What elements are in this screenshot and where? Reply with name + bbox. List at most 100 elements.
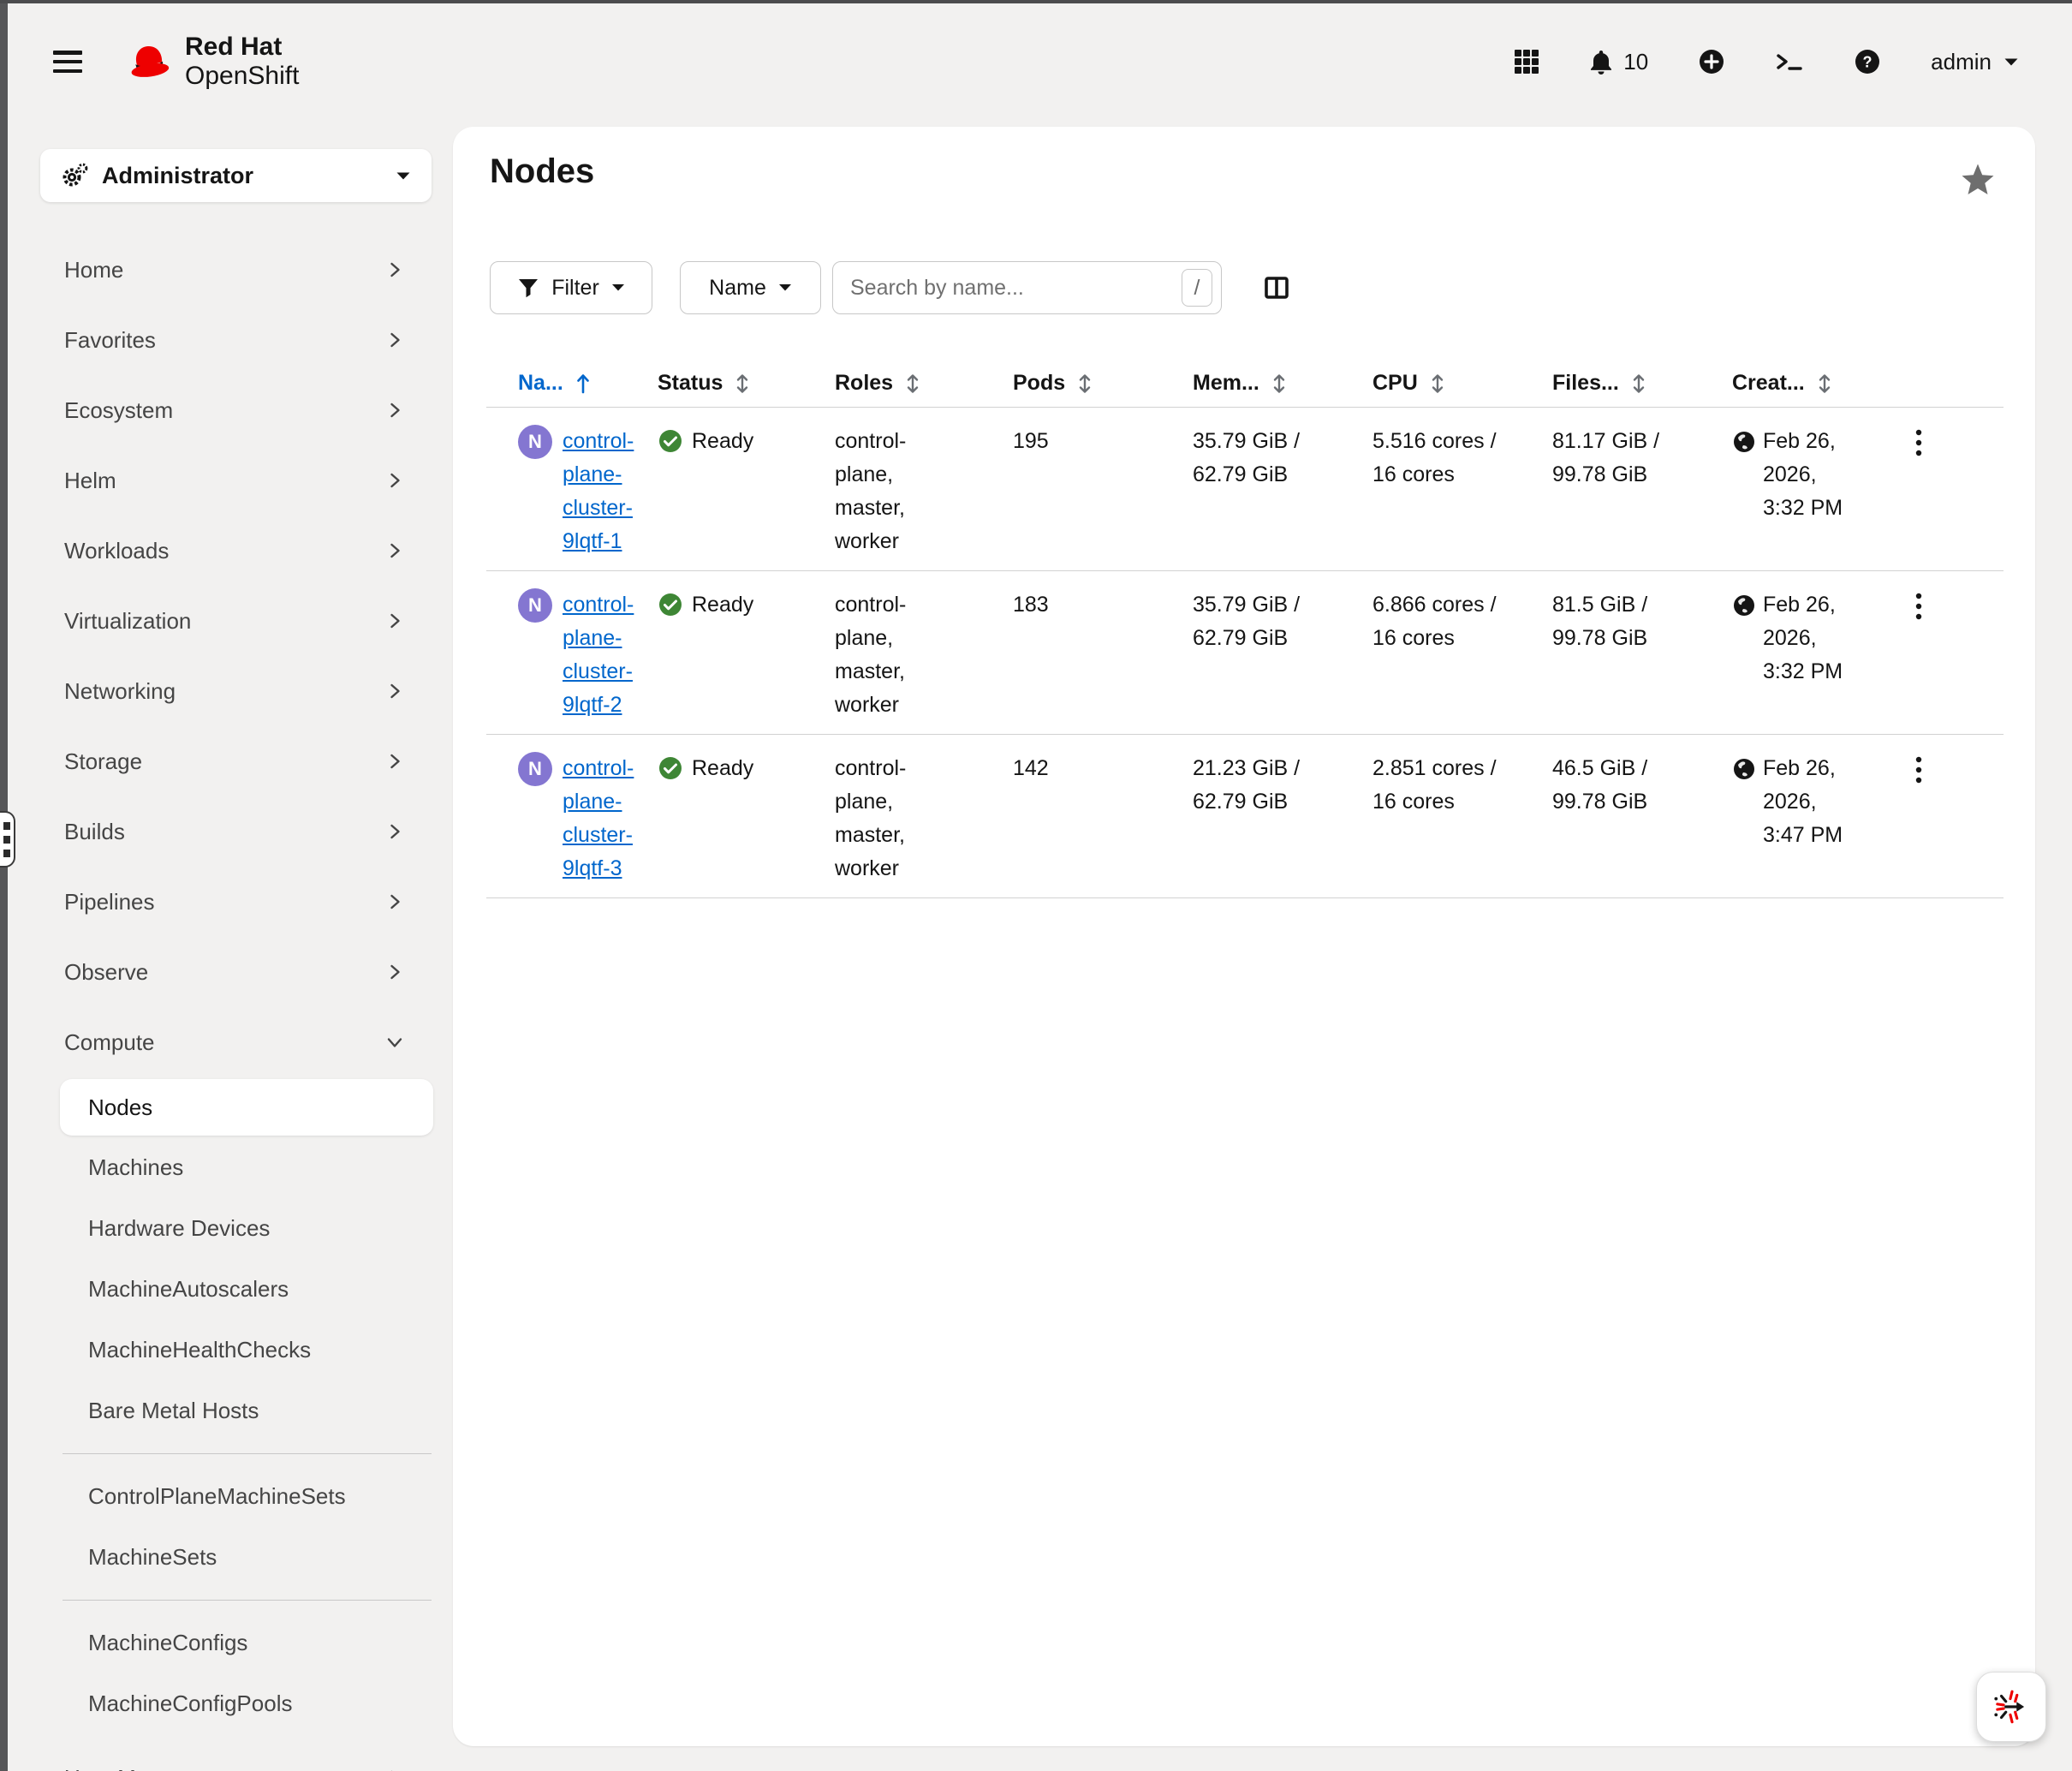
column-header-created[interactable]: Creat... xyxy=(1732,371,1899,396)
chevron-right-icon xyxy=(385,822,404,841)
column-header-name[interactable]: Na... xyxy=(486,371,658,396)
perspective-switcher[interactable]: Administrator xyxy=(40,149,432,202)
sort-icon xyxy=(1271,373,1287,395)
search-shortcut-badge: / xyxy=(1182,269,1212,307)
status-cell: Ready xyxy=(658,425,835,458)
column-header-cpu[interactable]: CPU xyxy=(1372,371,1552,396)
created-text: Feb 26, 2026, 3:32 PM xyxy=(1763,593,1843,683)
sidebar-item-controlplanemachinesets[interactable]: ControlPlaneMachineSets xyxy=(8,1466,449,1527)
column-label: Status xyxy=(658,371,723,395)
nav-label: Virtualization xyxy=(64,607,192,634)
filesystem-cell: 46.5 GiB / 99.78 GiB xyxy=(1552,756,1648,814)
filter-dropdown[interactable]: Filter xyxy=(490,261,652,314)
status-text: Ready xyxy=(692,593,754,617)
app-launcher-button[interactable] xyxy=(1514,49,1539,75)
sidebar-item-observe[interactable]: Observe xyxy=(8,937,449,1007)
column-label: Na... xyxy=(518,371,563,395)
sidebar-item-machinehealthchecks[interactable]: MachineHealthChecks xyxy=(8,1320,449,1380)
column-header-memory[interactable]: Mem... xyxy=(1193,371,1372,396)
sidebar-item-user-management[interactable]: User Management xyxy=(8,1743,449,1771)
filesystem-cell: 81.5 GiB / 99.78 GiB xyxy=(1552,593,1648,650)
sidebar-item-bare-metal-hosts[interactable]: Bare Metal Hosts xyxy=(8,1380,449,1441)
lightspeed-assistant-button[interactable] xyxy=(1976,1672,2046,1742)
node-link[interactable]: control-plane-cluster-9lqtf-3 xyxy=(563,756,634,880)
sidebar-item-builds[interactable]: Builds xyxy=(8,796,449,867)
pods-cell: 195 xyxy=(1013,429,1049,453)
table-row: N control-plane-cluster-9lqtf-3 Ready co… xyxy=(486,735,2004,898)
favorite-star-button[interactable] xyxy=(1960,163,1996,197)
column-header-filesystem[interactable]: Files... xyxy=(1552,371,1732,396)
row-actions-kebab[interactable] xyxy=(1899,752,1923,784)
sidebar-item-virtualization[interactable]: Virtualization xyxy=(8,586,449,656)
web-terminal-button[interactable] xyxy=(1775,49,1804,75)
help-button[interactable]: ? xyxy=(1854,48,1881,75)
status-text: Ready xyxy=(692,429,754,453)
nav-label: MachineSets xyxy=(88,1544,217,1570)
created-cell: Feb 26, 2026, 3:32 PM xyxy=(1732,425,1899,525)
sidebar-item-machineconfigpools[interactable]: MachineConfigPools xyxy=(8,1673,449,1734)
nav-divider xyxy=(63,1453,432,1454)
column-header-pods[interactable]: Pods xyxy=(1013,371,1193,396)
notifications-button[interactable]: 10 xyxy=(1589,49,1648,75)
sidebar-item-networking[interactable]: Networking xyxy=(8,656,449,726)
roles-cell: control-plane, master, worker xyxy=(835,756,907,880)
node-link[interactable]: control-plane-cluster-9lqtf-2 xyxy=(563,593,634,717)
node-link[interactable]: control-plane-cluster-9lqtf-1 xyxy=(563,429,634,553)
help-icon: ? xyxy=(1854,48,1881,75)
nav-label: Hardware Devices xyxy=(88,1215,271,1241)
columns-icon xyxy=(1263,275,1290,301)
nav-label: Nodes xyxy=(88,1094,153,1120)
nav-label: Ecosystem xyxy=(64,397,174,423)
sidebar-item-nodes[interactable]: Nodes xyxy=(60,1079,433,1136)
sidebar-item-pipelines[interactable]: Pipelines xyxy=(8,867,449,937)
nav-label: Compute xyxy=(64,1029,155,1055)
pods-cell: 142 xyxy=(1013,756,1049,780)
column-header-roles[interactable]: Roles xyxy=(835,371,1013,396)
sidebar-item-machinesets[interactable]: MachineSets xyxy=(8,1527,449,1588)
quick-create-button[interactable] xyxy=(1698,48,1725,75)
nav-label: Bare Metal Hosts xyxy=(88,1398,259,1423)
status-text: Ready xyxy=(692,756,754,780)
sidebar-item-machines[interactable]: Machines xyxy=(8,1137,449,1198)
search-input[interactable] xyxy=(832,261,1222,314)
sidebar-item-workloads[interactable]: Workloads xyxy=(8,516,449,586)
created-text: Feb 26, 2026, 3:47 PM xyxy=(1763,756,1843,847)
star-icon xyxy=(1960,163,1996,197)
chevron-right-icon xyxy=(385,471,404,490)
nav-label: Workloads xyxy=(64,537,170,564)
search-field-wrap: / xyxy=(832,261,1222,314)
sidebar-item-machineautoscalers[interactable]: MachineAutoscalers xyxy=(8,1259,449,1320)
sort-icon xyxy=(1631,373,1646,395)
sidebar-item-home[interactable]: Home xyxy=(8,235,449,305)
caret-down-icon xyxy=(611,283,625,292)
sidebar-item-machineconfigs[interactable]: MachineConfigs xyxy=(8,1613,449,1673)
search-type-dropdown[interactable]: Name xyxy=(680,261,821,314)
sidebar-item-helm[interactable]: Helm xyxy=(8,445,449,516)
screen-edge-left xyxy=(0,0,8,1771)
filter-funnel-icon xyxy=(517,277,539,299)
chevron-right-icon xyxy=(385,892,404,911)
row-actions-kebab[interactable] xyxy=(1899,425,1923,457)
user-menu[interactable]: admin xyxy=(1931,49,2019,75)
redhat-fedora-icon xyxy=(122,39,176,84)
nodes-table: Na... Status Roles Pods Mem... xyxy=(486,360,2004,898)
manage-columns-button[interactable] xyxy=(1263,275,1290,301)
column-label: Mem... xyxy=(1193,371,1259,395)
sidebar-item-compute[interactable]: Compute xyxy=(8,1007,449,1077)
ready-check-icon xyxy=(658,425,683,458)
globe-icon xyxy=(1732,752,1756,852)
column-label: Files... xyxy=(1552,371,1619,395)
sort-icon xyxy=(905,373,920,395)
sidebar-item-favorites[interactable]: Favorites xyxy=(8,305,449,375)
caret-down-icon xyxy=(396,171,411,181)
column-label: CPU xyxy=(1372,371,1418,395)
memory-cell: 35.79 GiB / 62.79 GiB xyxy=(1193,593,1301,650)
hamburger-menu-icon[interactable] xyxy=(53,51,82,73)
brand-logo[interactable]: Red Hat OpenShift xyxy=(122,33,299,91)
sidebar-resize-handle[interactable] xyxy=(0,811,15,868)
column-header-status[interactable]: Status xyxy=(658,371,835,396)
sidebar-item-ecosystem[interactable]: Ecosystem xyxy=(8,375,449,445)
sidebar-item-hardware-devices[interactable]: Hardware Devices xyxy=(8,1198,449,1259)
sidebar-item-storage[interactable]: Storage xyxy=(8,726,449,796)
row-actions-kebab[interactable] xyxy=(1899,588,1923,621)
